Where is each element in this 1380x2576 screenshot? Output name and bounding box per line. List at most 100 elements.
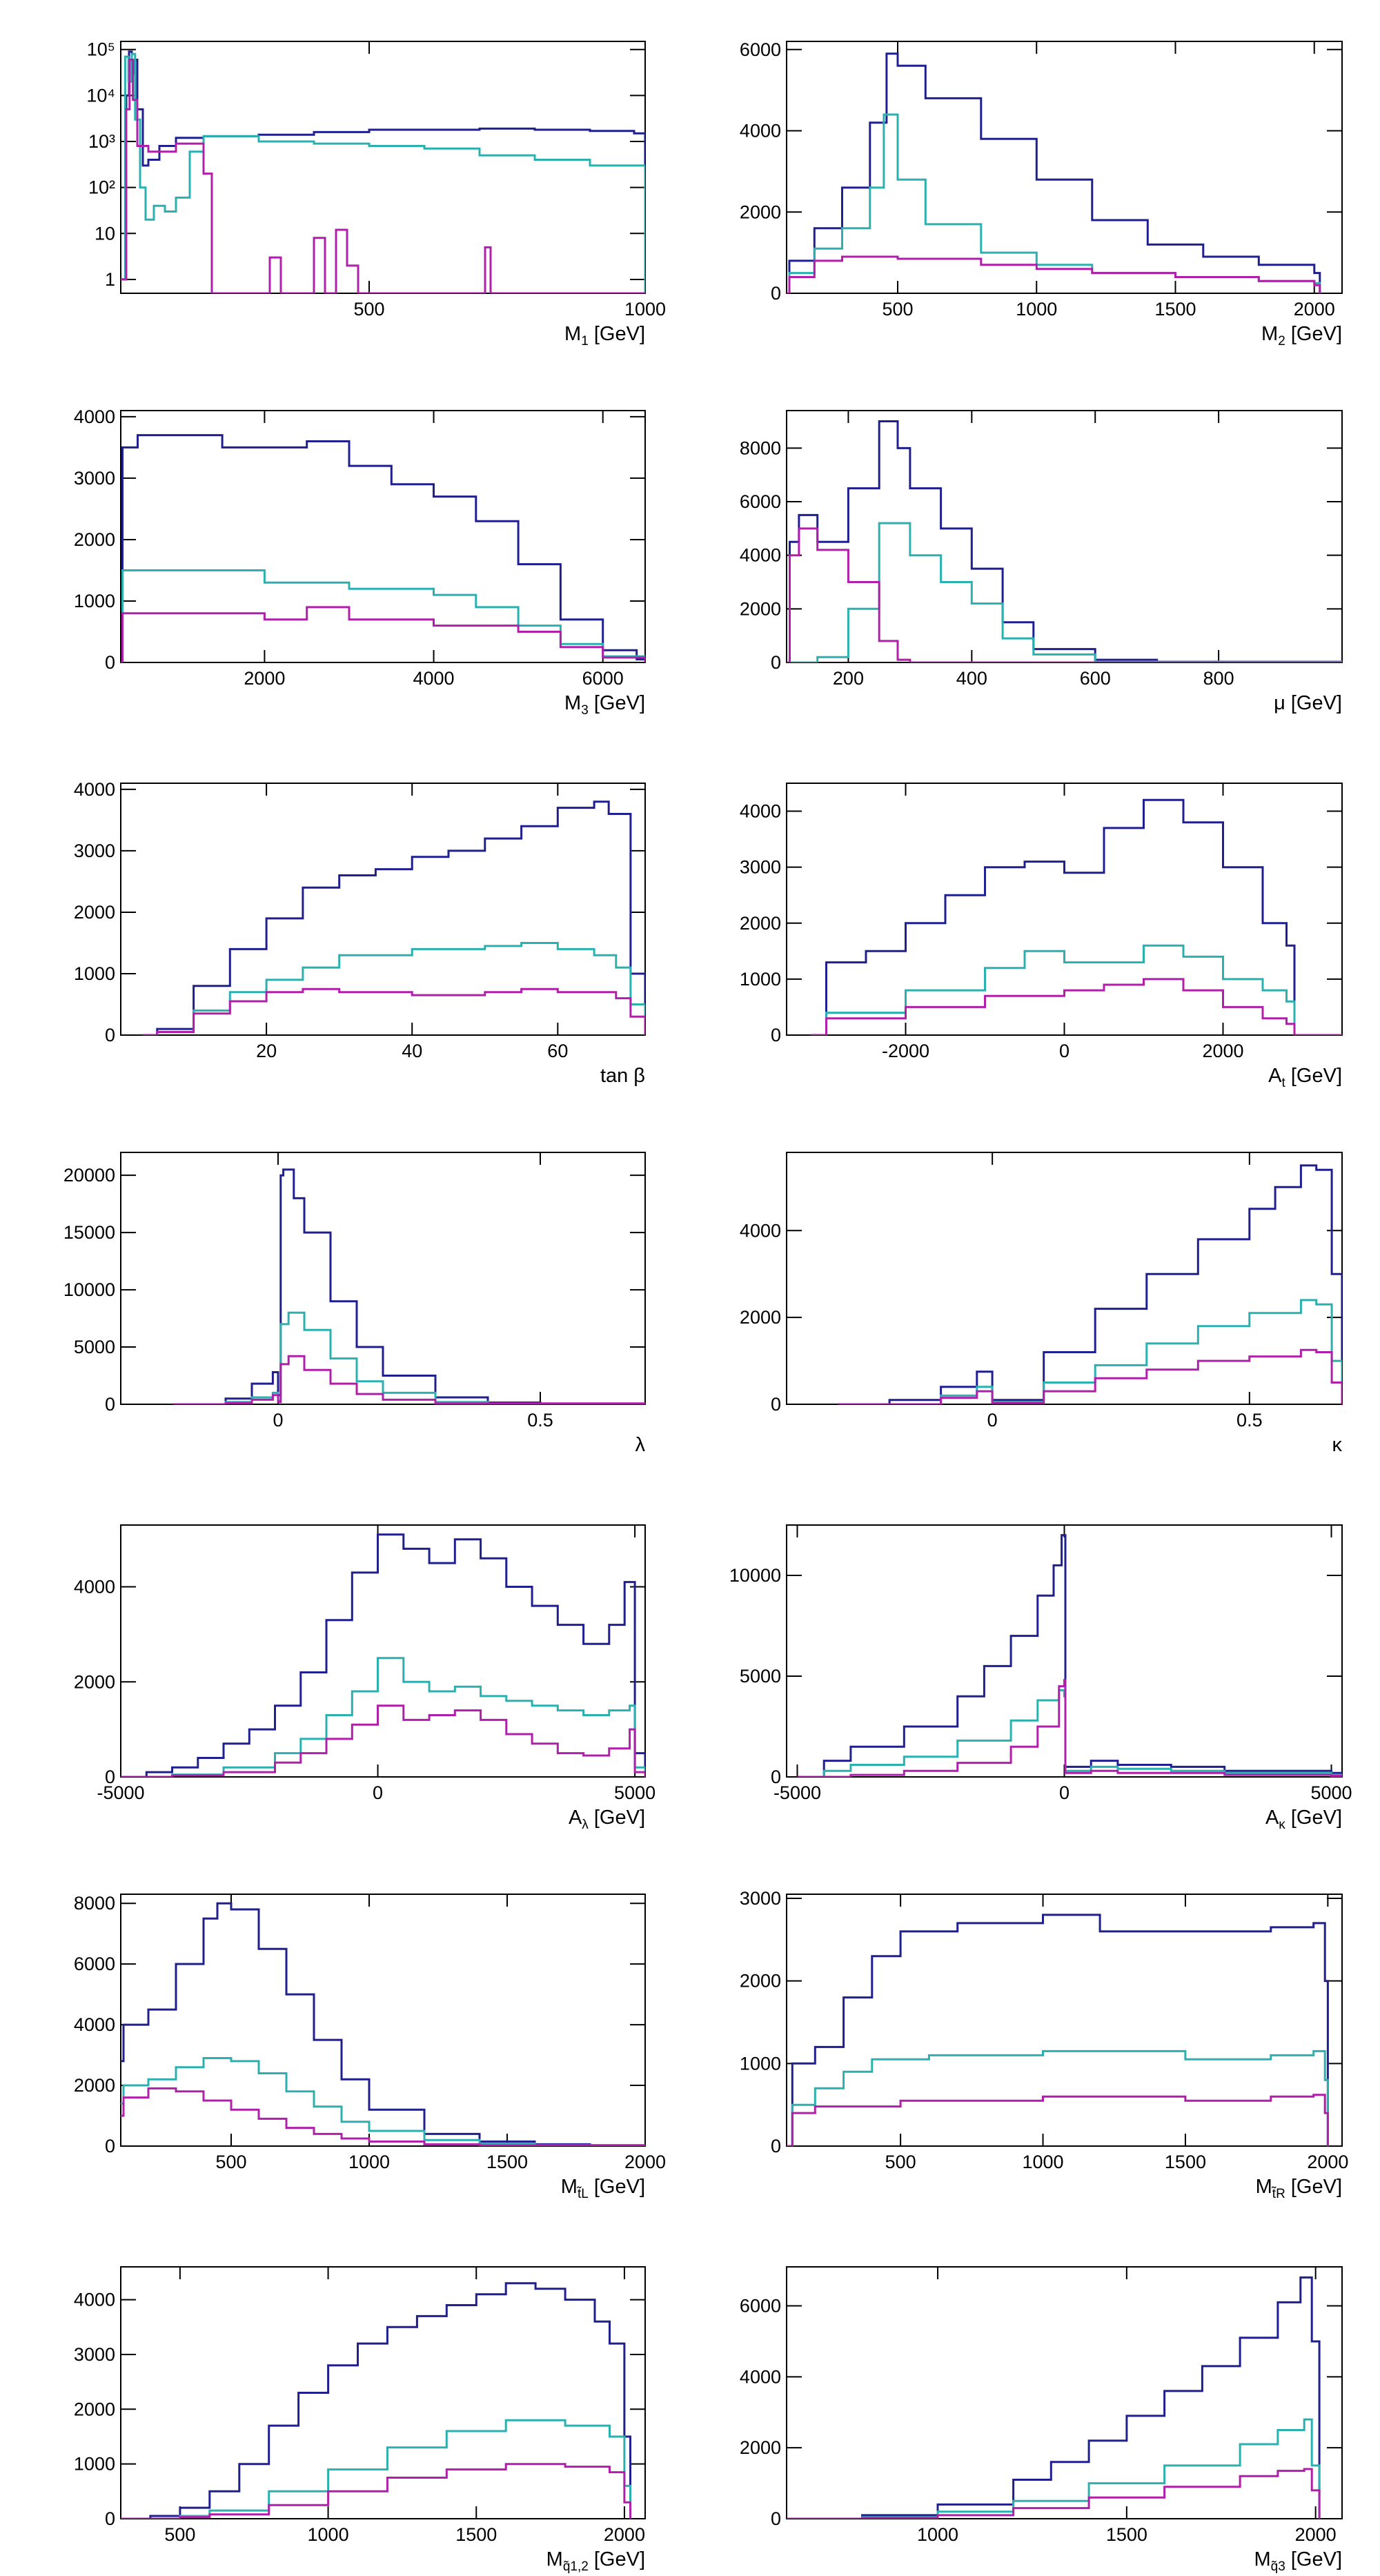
y-tick-label: 2000 [74, 2399, 115, 2419]
x-axis-label: M1 [GeV] [564, 323, 645, 348]
series-s1 [787, 420, 1342, 662]
x-tick-label: 0.5 [527, 1410, 553, 1430]
chart-M2: 0 2000 4000 6000 500 1000 1500 2000 M2 [GeV] [740, 39, 1343, 348]
series-s2 [787, 113, 1321, 293]
series-s3 [787, 527, 1342, 662]
plot-frame [786, 1894, 1343, 2147]
y-tick-label: 3000 [740, 857, 781, 878]
y-tick-label: 2000 [74, 1671, 115, 1692]
x-tick-label: 5000 [1310, 1782, 1352, 1803]
x-tick-label: 500 [215, 2152, 246, 2172]
y-tick-label: 1000 [74, 2454, 115, 2475]
y-tick-label: 10000 [63, 1279, 115, 1300]
y-tick-label: 4000 [740, 1220, 781, 1241]
y-tick-label: 0 [771, 1025, 781, 1045]
y-tick-label: 10⁵ [87, 39, 115, 60]
plot-frame [786, 41, 1343, 294]
series-s1 [121, 50, 645, 293]
chart-MtR: 0 1000 2000 3000 500 1000 1500 2000 Mt̃R [GeV] [740, 1888, 1348, 2201]
y-tick-label: 4000 [740, 801, 781, 822]
x-axis-label: M3 [GeV] [564, 692, 645, 718]
y-tick-label: 0 [771, 1767, 781, 1787]
y-tick-label: 5000 [74, 1337, 115, 1357]
y-tick-label: 1000 [740, 2053, 781, 2074]
chart-M1: 1 10 10² 10³ 10⁴ 10⁵ 500 1000 M1 [GeV] [86, 39, 666, 348]
chart-mu: 0 2000 4000 6000 8000 200 400 600 800 μ [GeV] [740, 410, 1343, 714]
y-tick-label: 3000 [74, 2344, 115, 2365]
x-tick-label: 1000 [917, 2524, 958, 2545]
chart-Mq12: 0 1000 2000 3000 4000 500 1000 1500 2000 Mq̃1,2 [… [74, 2266, 646, 2574]
chart-MtL: 0 2000 4000 6000 8000 500 1000 1500 2000 Mt̃L [Ge… [74, 1893, 666, 2201]
x-tick-label: 1000 [348, 2152, 390, 2172]
x-tick-label: 600 [1080, 668, 1111, 689]
plot-frame [120, 1524, 646, 1778]
y-tick-label: 0 [105, 652, 115, 673]
plot-frame [120, 410, 646, 663]
x-tick-label: 2000 [1202, 1041, 1243, 1061]
series-s3 [142, 987, 645, 1035]
y-tick-label: 4000 [74, 2290, 115, 2310]
y-tick-label: 3000 [74, 840, 115, 861]
series-s1 [787, 2276, 1321, 2519]
x-tick-label: 500 [882, 299, 913, 319]
chart-tanb: 0 1000 2000 3000 4000 20 40 60 tan β [74, 779, 646, 1087]
series-s3 [173, 1355, 645, 1404]
y-tick-label: 4000 [74, 1577, 115, 1597]
series-s2 [810, 944, 1342, 1035]
y-tick-label: 0 [771, 283, 781, 304]
y-tick-label: 15000 [63, 1222, 115, 1243]
x-tick-label: 200 [833, 668, 864, 689]
x-tick-label: 500 [885, 2152, 916, 2172]
y-tick-label: 0 [105, 2508, 115, 2529]
y-tick-label: 8000 [740, 437, 781, 458]
y-tick-label: 2000 [740, 913, 781, 934]
series-s1 [810, 798, 1342, 1035]
x-tick-label: 0 [987, 1410, 998, 1430]
x-axis-label: Mt̃R [GeV] [1256, 2176, 1342, 2201]
x-tick-label: 400 [956, 668, 987, 689]
y-tick-label: 3000 [74, 468, 115, 489]
y-tick-label: 6000 [740, 39, 781, 60]
series-s2 [121, 2419, 631, 2519]
x-tick-label: 1500 [486, 2152, 528, 2172]
plot-frame [120, 1152, 646, 1405]
series-s3 [121, 606, 645, 662]
x-tick-label: 2000 [1295, 2524, 1337, 2545]
plot-frame [120, 2266, 646, 2519]
plot-frame [786, 410, 1343, 663]
y-tick-label: 0 [771, 1394, 781, 1415]
x-tick-label: -5000 [97, 1782, 144, 1803]
y-tick-label: 3000 [740, 1888, 781, 1909]
series-s3 [838, 1348, 1342, 1404]
y-tick-label: 6000 [74, 1954, 115, 1974]
y-tick-label: 0 [771, 2136, 781, 2156]
y-tick-label: 2000 [740, 1971, 781, 1992]
x-tick-label: 2000 [604, 2524, 645, 2545]
y-tick-label: 0 [105, 1025, 115, 1045]
series-s3 [121, 1704, 645, 1777]
x-tick-label: 1500 [1106, 2524, 1147, 2545]
plot-frame [786, 1152, 1343, 1405]
series-s2 [121, 2057, 645, 2146]
x-axis-label: Mt̃L [GeV] [561, 2176, 645, 2201]
series-s1 [838, 1164, 1342, 1404]
y-tick-label: 4000 [740, 545, 781, 566]
series-s1 [121, 1533, 645, 1777]
plot-frame [786, 783, 1343, 1036]
x-axis-label: Aλ [GeV] [569, 1807, 645, 1832]
x-tick-label: 0 [1059, 1041, 1070, 1061]
series-s3 [787, 2468, 1321, 2519]
x-axis-label: λ [635, 1434, 646, 1456]
x-tick-label: 1500 [1154, 299, 1196, 319]
y-tick-label: 0 [105, 2136, 115, 2156]
plot-frame [786, 2266, 1343, 2519]
series-s3 [810, 978, 1342, 1035]
y-tick-label: 2000 [740, 201, 781, 222]
y-tick-label: 0 [771, 652, 781, 673]
x-axis-label: Mq̃1,2 [GeV] [546, 2548, 645, 2574]
x-axis-label: M2 [GeV] [1261, 323, 1342, 348]
plot-frame [120, 783, 646, 1036]
x-axis-label: κ [1332, 1434, 1343, 1456]
series-s3 [121, 2463, 631, 2519]
x-tick-label: 2000 [244, 668, 285, 689]
